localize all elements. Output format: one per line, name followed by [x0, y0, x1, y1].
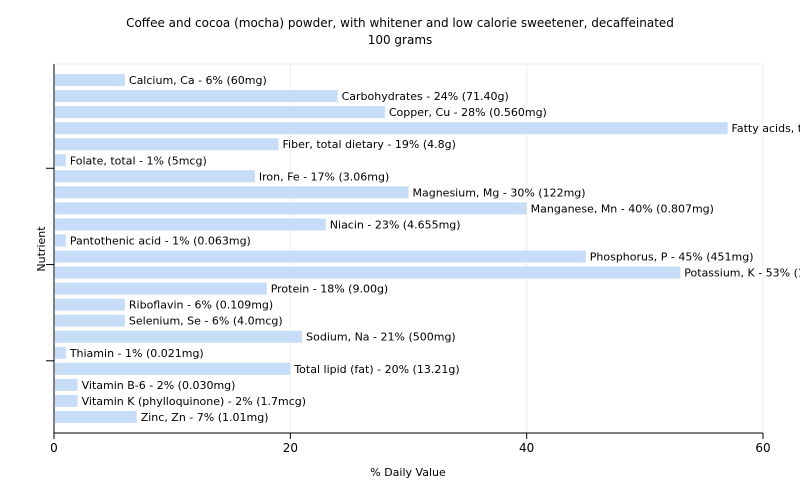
- x-axis-ticks: 0 20 40 60: [50, 433, 771, 455]
- x-axis-title: % Daily Value: [370, 466, 446, 479]
- bar: [55, 330, 303, 343]
- bar-label: Thiamin - 1% (0.021mg): [69, 347, 204, 360]
- bar: [55, 138, 279, 151]
- bar-label: Pantothenic acid - 1% (0.063mg): [70, 234, 251, 247]
- plot-area: [53, 63, 764, 434]
- x-tick-label: 20: [283, 441, 298, 455]
- grid-lines: [53, 63, 764, 434]
- bar: [55, 186, 409, 199]
- bar: [55, 266, 681, 279]
- bar-label: Manganese, Mn - 40% (0.807mg): [531, 202, 714, 215]
- bar-label: Total lipid (fat) - 20% (13.21g): [293, 363, 459, 376]
- bar: [55, 234, 66, 247]
- bar: [55, 250, 586, 263]
- bar: [55, 170, 255, 183]
- bar: [55, 362, 291, 375]
- y-axis-title: Nutrient: [35, 226, 48, 272]
- bar: [55, 346, 66, 359]
- bar-label: Zinc, Zn - 7% (1.01mg): [141, 411, 269, 424]
- bar: [55, 74, 125, 87]
- bar-label: Iron, Fe - 17% (3.06mg): [259, 170, 389, 183]
- bar: [55, 218, 326, 231]
- bars-group: [55, 74, 728, 423]
- bar-label: Phosphorus, P - 45% (451mg): [590, 251, 754, 264]
- bar-label: Fatty acids, total saturated - 57% (11.3…: [732, 122, 800, 135]
- bar-label: Niacin - 23% (4.655mg): [330, 218, 461, 231]
- bar: [55, 122, 728, 135]
- bar-label: Carbohydrates - 24% (71.40g): [342, 90, 509, 103]
- bar: [55, 202, 527, 215]
- x-tick-label: 0: [50, 441, 58, 455]
- bar-label: Copper, Cu - 28% (0.560mg): [389, 106, 547, 119]
- chart-subtitle: 100 grams: [368, 33, 433, 47]
- bar: [55, 410, 137, 423]
- x-tick-label: 60: [755, 441, 770, 455]
- bar: [55, 314, 125, 327]
- x-tick-label: 40: [519, 441, 534, 455]
- bar-label: Vitamin K (phylloquinone) - 2% (1.7mcg): [82, 395, 306, 408]
- bar-label: Selenium, Se - 6% (4.0mcg): [129, 315, 283, 328]
- bar-label: Potassium, K - 53% (1856mg): [684, 267, 800, 280]
- bar-label: Riboflavin - 6% (0.109mg): [129, 299, 273, 312]
- bar-label: Fiber, total dietary - 19% (4.8g): [283, 138, 456, 151]
- bar-labels-group: Calcium, Ca - 6% (60mg) Carbohydrates - 2…: [69, 74, 800, 424]
- bar-label: Protein - 18% (9.00g): [271, 283, 389, 296]
- bar: [55, 378, 78, 391]
- bar-label: Magnesium, Mg - 30% (122mg): [413, 186, 586, 199]
- bar-label: Sodium, Na - 21% (500mg): [306, 331, 456, 344]
- bar-label: Vitamin B-6 - 2% (0.030mg): [82, 379, 236, 392]
- bar: [55, 90, 338, 103]
- bar-label: Calcium, Ca - 6% (60mg): [129, 74, 267, 87]
- bar-label: Folate, total - 1% (5mcg): [70, 154, 207, 167]
- chart-title: Coffee and cocoa (mocha) powder, with wh…: [126, 16, 674, 30]
- bar: [55, 394, 78, 407]
- bar: [55, 298, 125, 311]
- bar: [55, 282, 267, 295]
- bar: [55, 106, 385, 119]
- bar: [55, 154, 66, 167]
- y-axis-ticks: [46, 167, 54, 362]
